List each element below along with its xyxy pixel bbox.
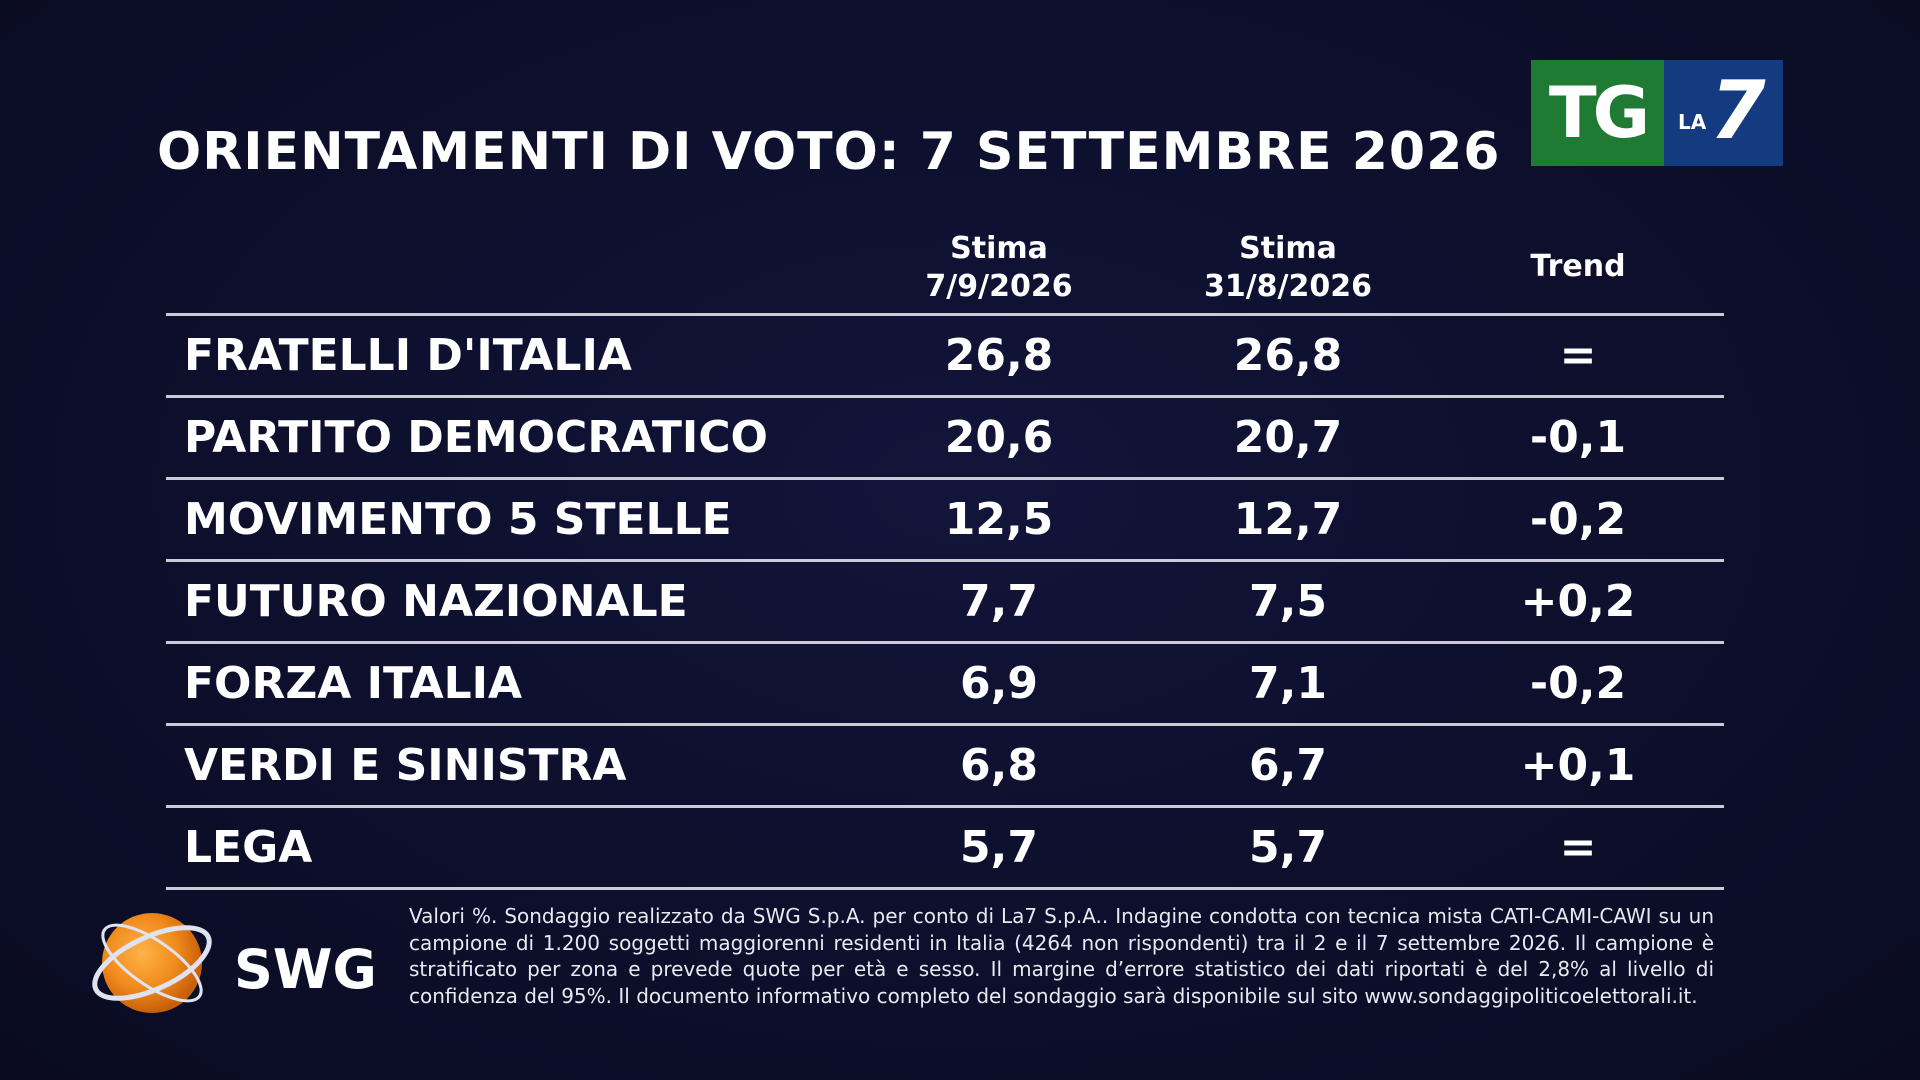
- page-title: ORIENTAMENTI DI VOTO: 7 SETTEMBRE 2026: [157, 122, 1501, 182]
- table-row: FRATELLI D'ITALIA 26,8 26,8 =: [166, 313, 1724, 395]
- trend-value: =: [1559, 822, 1597, 873]
- trend-value: +0,1: [1520, 740, 1636, 791]
- swg-orbit-icon: [92, 925, 212, 1001]
- current-estimate: 26,8: [944, 330, 1054, 381]
- current-estimate: 6,9: [960, 658, 1038, 709]
- la7-logo-number: 7: [1710, 64, 1766, 157]
- la7-logo-small: LA: [1678, 110, 1707, 134]
- swg-globe-icon: [102, 913, 202, 1013]
- party-name: PARTITO DEMOCRATICO: [184, 412, 768, 463]
- trend-value: -0,2: [1529, 494, 1627, 545]
- methodology-note: Valori %. Sondaggio realizzato da SWG S.…: [409, 904, 1714, 1008]
- column-header-current-line2: 7/9/2026: [925, 269, 1073, 304]
- previous-estimate: 12,7: [1233, 494, 1343, 545]
- la7-logo: LA 7: [1664, 60, 1783, 166]
- column-header-current-line1: Stima: [950, 231, 1048, 266]
- party-name: FORZA ITALIA: [184, 658, 523, 709]
- party-name: MOVIMENTO 5 STELLE: [184, 494, 732, 545]
- tg-la7-logo: TG LA 7: [1531, 60, 1783, 166]
- trend-value: =: [1559, 330, 1597, 381]
- previous-estimate: 5,7: [1249, 822, 1327, 873]
- table-row: VERDI E SINISTRA 6,8 6,7 +0,1: [166, 723, 1724, 805]
- trend-value: +0,2: [1520, 576, 1636, 627]
- table-row: LEGA 5,7 5,7 =: [166, 805, 1724, 890]
- trend-value: -0,2: [1529, 658, 1627, 709]
- swg-orbit-icon: [101, 923, 203, 1003]
- previous-estimate: 26,8: [1233, 330, 1343, 381]
- column-header-current: Stima 7/9/2026: [869, 230, 1129, 306]
- previous-estimate: 6,7: [1249, 740, 1327, 791]
- current-estimate: 12,5: [944, 494, 1054, 545]
- party-name: FUTURO NAZIONALE: [184, 576, 688, 627]
- current-estimate: 6,8: [960, 740, 1038, 791]
- table-row: PARTITO DEMOCRATICO 20,6 20,7 -0,1: [166, 395, 1724, 477]
- previous-estimate: 7,5: [1249, 576, 1327, 627]
- party-name: VERDI E SINISTRA: [184, 740, 627, 791]
- poll-table: FRATELLI D'ITALIA 26,8 26,8 = PARTITO DE…: [166, 313, 1724, 890]
- current-estimate: 5,7: [960, 822, 1038, 873]
- party-name: LEGA: [184, 822, 313, 873]
- current-estimate: 20,6: [944, 412, 1054, 463]
- tg-logo-text: TG: [1531, 60, 1664, 166]
- column-header-previous: Stima 31/8/2026: [1158, 230, 1418, 306]
- current-estimate: 7,7: [960, 576, 1038, 627]
- table-row: FUTURO NAZIONALE 7,7 7,5 +0,2: [166, 559, 1724, 641]
- column-header-previous-line1: Stima: [1239, 231, 1337, 266]
- previous-estimate: 7,1: [1249, 658, 1327, 709]
- column-header-trend: Trend: [1530, 249, 1626, 284]
- column-header-previous-line2: 31/8/2026: [1203, 269, 1373, 304]
- swg-logo: SWG: [92, 913, 377, 1013]
- table-row: FORZA ITALIA 6,9 7,1 -0,2: [166, 641, 1724, 723]
- previous-estimate: 20,7: [1233, 412, 1343, 463]
- party-name: FRATELLI D'ITALIA: [184, 330, 632, 381]
- trend-value: -0,1: [1529, 412, 1627, 463]
- table-row: MOVIMENTO 5 STELLE 12,5 12,7 -0,2: [166, 477, 1724, 559]
- swg-logo-text: SWG: [234, 938, 377, 1001]
